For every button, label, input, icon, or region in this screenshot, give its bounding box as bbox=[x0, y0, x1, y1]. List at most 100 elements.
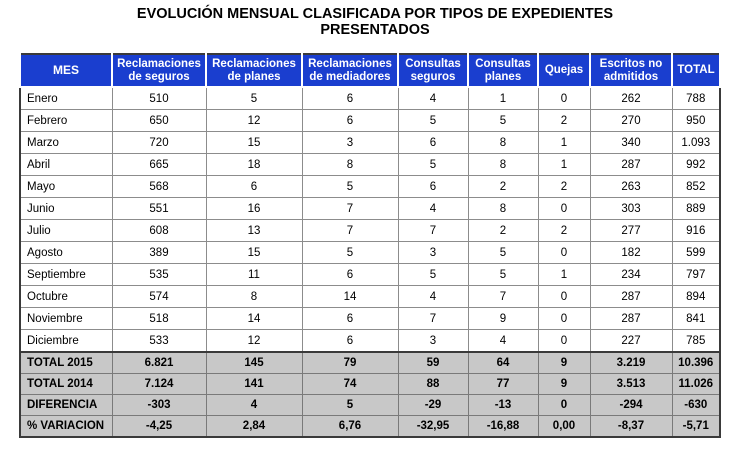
summary-label-cell: TOTAL 2015 bbox=[19, 351, 113, 374]
value-cell: 7 bbox=[397, 219, 469, 242]
summary-value-cell: 141 bbox=[205, 373, 303, 395]
value-cell: 8 bbox=[467, 153, 539, 176]
summary-value-cell: 7.124 bbox=[111, 373, 207, 395]
value-cell: 14 bbox=[205, 307, 303, 330]
summary-value-cell: 0,00 bbox=[537, 415, 591, 438]
summary-row: DIFERENCIA -303 4 5 -29 -13 0 -294 -630 bbox=[19, 394, 721, 416]
value-cell: 8 bbox=[467, 131, 539, 154]
value-cell: 916 bbox=[671, 219, 721, 242]
value-cell: 2 bbox=[537, 109, 591, 132]
table-header: MES Reclamaciones de seguros Reclamaciones d… bbox=[19, 53, 721, 88]
summary-value-cell: 79 bbox=[301, 351, 399, 374]
value-cell: 574 bbox=[111, 285, 207, 308]
value-cell: 18 bbox=[205, 153, 303, 176]
value-cell: 1 bbox=[537, 131, 591, 154]
value-cell: 262 bbox=[589, 86, 673, 110]
summary-value-cell: 3.513 bbox=[589, 373, 673, 395]
summary-value-cell: 3.219 bbox=[589, 351, 673, 374]
value-cell: 11 bbox=[205, 263, 303, 286]
value-cell: 4 bbox=[397, 197, 469, 220]
value-cell: 5 bbox=[467, 263, 539, 286]
value-cell: 720 bbox=[111, 131, 207, 154]
table-row: Diciembre 533 12 6 3 4 0 227 785 bbox=[19, 329, 721, 353]
summary-value-cell: 6.821 bbox=[111, 351, 207, 374]
column-header-line1: TOTAL bbox=[677, 64, 715, 76]
column-header-8: TOTAL bbox=[671, 53, 721, 88]
value-cell: 6 bbox=[301, 109, 399, 132]
value-cell: 13 bbox=[205, 219, 303, 242]
value-cell: 5 bbox=[397, 109, 469, 132]
value-cell: 16 bbox=[205, 197, 303, 220]
column-header-line2: planes bbox=[484, 70, 522, 83]
value-cell: 227 bbox=[589, 329, 673, 353]
value-cell: 852 bbox=[671, 175, 721, 198]
month-cell: Septiembre bbox=[19, 263, 113, 286]
table-row: Agosto 389 15 5 3 5 0 182 599 bbox=[19, 241, 721, 264]
summary-value-cell: 74 bbox=[301, 373, 399, 395]
value-cell: 2 bbox=[467, 175, 539, 198]
table-row: Enero 510 5 6 4 1 0 262 788 bbox=[19, 86, 721, 110]
summary-row: TOTAL 2015 6.821 145 79 59 64 9 3.219 10.396 bbox=[19, 351, 721, 374]
value-cell: 3 bbox=[397, 329, 469, 353]
summary-value-cell: 59 bbox=[397, 351, 469, 374]
value-cell: 518 bbox=[111, 307, 207, 330]
value-cell: 785 bbox=[671, 329, 721, 353]
value-cell: 533 bbox=[111, 329, 207, 353]
value-cell: 5 bbox=[397, 153, 469, 176]
column-header-line2: seguros bbox=[410, 70, 456, 83]
value-cell: 5 bbox=[467, 241, 539, 264]
value-cell: 535 bbox=[111, 263, 207, 286]
summary-value-cell: 10.396 bbox=[671, 351, 721, 374]
title-line-1: EVOLUCIÓN MENSUAL CLASIFICADA POR TIPOS … bbox=[136, 6, 614, 22]
table-row: Mayo 568 6 5 6 2 2 263 852 bbox=[19, 175, 721, 198]
value-cell: 234 bbox=[589, 263, 673, 286]
value-cell: 551 bbox=[111, 197, 207, 220]
table-row: Marzo 720 15 3 6 8 1 340 1.093 bbox=[19, 131, 721, 154]
summary-value-cell: 4 bbox=[205, 394, 303, 416]
column-header-line1: Consultas bbox=[405, 57, 461, 70]
value-cell: 5 bbox=[301, 175, 399, 198]
value-cell: 6 bbox=[301, 263, 399, 286]
value-cell: 263 bbox=[589, 175, 673, 198]
summary-value-cell: -8,37 bbox=[589, 415, 673, 438]
column-header-line2: de mediadores bbox=[309, 70, 391, 83]
value-cell: 287 bbox=[589, 153, 673, 176]
table-row: Septiembre 535 11 6 5 5 1 234 797 bbox=[19, 263, 721, 286]
table-row: Octubre 574 8 14 4 7 0 287 894 bbox=[19, 285, 721, 308]
value-cell: 14 bbox=[301, 285, 399, 308]
summary-value-cell: -5,71 bbox=[671, 415, 721, 438]
value-cell: 992 bbox=[671, 153, 721, 176]
value-cell: 0 bbox=[537, 329, 591, 353]
column-header-line1: Reclamaciones bbox=[212, 57, 296, 70]
column-header-line1: Escritos no bbox=[599, 57, 663, 70]
summary-label-cell: % VARIACION bbox=[19, 415, 113, 438]
column-header-5: Consultas planes bbox=[467, 53, 539, 88]
month-cell: Abril bbox=[19, 153, 113, 176]
column-header-3: Reclamaciones de mediadores bbox=[301, 53, 399, 88]
column-header-line2: de planes bbox=[227, 70, 281, 83]
value-cell: 510 bbox=[111, 86, 207, 110]
column-header-4: Consultas seguros bbox=[397, 53, 469, 88]
value-cell: 788 bbox=[671, 86, 721, 110]
value-cell: 894 bbox=[671, 285, 721, 308]
column-header-1: Reclamaciones de seguros bbox=[111, 53, 207, 88]
summary-value-cell: -29 bbox=[397, 394, 469, 416]
summary-value-cell: -13 bbox=[467, 394, 539, 416]
value-cell: 5 bbox=[301, 241, 399, 264]
page-title: EVOLUCIÓN MENSUAL CLASIFICADA POR TIPOS … bbox=[0, 6, 750, 38]
value-cell: 0 bbox=[537, 86, 591, 110]
value-cell: 0 bbox=[537, 197, 591, 220]
expedientes-table: MES Reclamaciones de seguros Reclamaciones d… bbox=[19, 53, 721, 438]
month-cell: Agosto bbox=[19, 241, 113, 264]
column-header-7: Escritos no admitidos bbox=[589, 53, 673, 88]
value-cell: 841 bbox=[671, 307, 721, 330]
table-row: Febrero 650 12 6 5 5 2 270 950 bbox=[19, 109, 721, 132]
value-cell: 270 bbox=[589, 109, 673, 132]
summary-label-cell: TOTAL 2014 bbox=[19, 373, 113, 395]
value-cell: 4 bbox=[397, 86, 469, 110]
value-cell: 5 bbox=[397, 263, 469, 286]
value-cell: 2 bbox=[467, 219, 539, 242]
value-cell: 797 bbox=[671, 263, 721, 286]
column-header-line2: de seguros bbox=[128, 70, 190, 83]
summary-value-cell: -303 bbox=[111, 394, 207, 416]
